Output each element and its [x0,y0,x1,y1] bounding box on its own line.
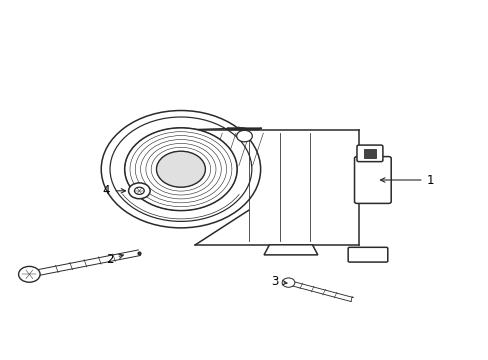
Circle shape [124,128,237,211]
Circle shape [156,151,205,187]
Polygon shape [264,245,317,255]
Text: 1: 1 [380,174,433,186]
FancyBboxPatch shape [347,247,387,262]
Circle shape [110,117,251,221]
Circle shape [101,111,260,228]
Circle shape [236,130,252,142]
Circle shape [282,278,294,287]
Circle shape [134,187,144,194]
Text: 3: 3 [270,275,286,288]
Text: 4: 4 [102,184,125,197]
Circle shape [128,183,150,199]
FancyBboxPatch shape [356,145,382,162]
Text: 2: 2 [106,253,123,266]
Circle shape [19,266,40,282]
FancyBboxPatch shape [364,149,375,158]
Polygon shape [227,128,261,130]
FancyBboxPatch shape [354,157,390,203]
